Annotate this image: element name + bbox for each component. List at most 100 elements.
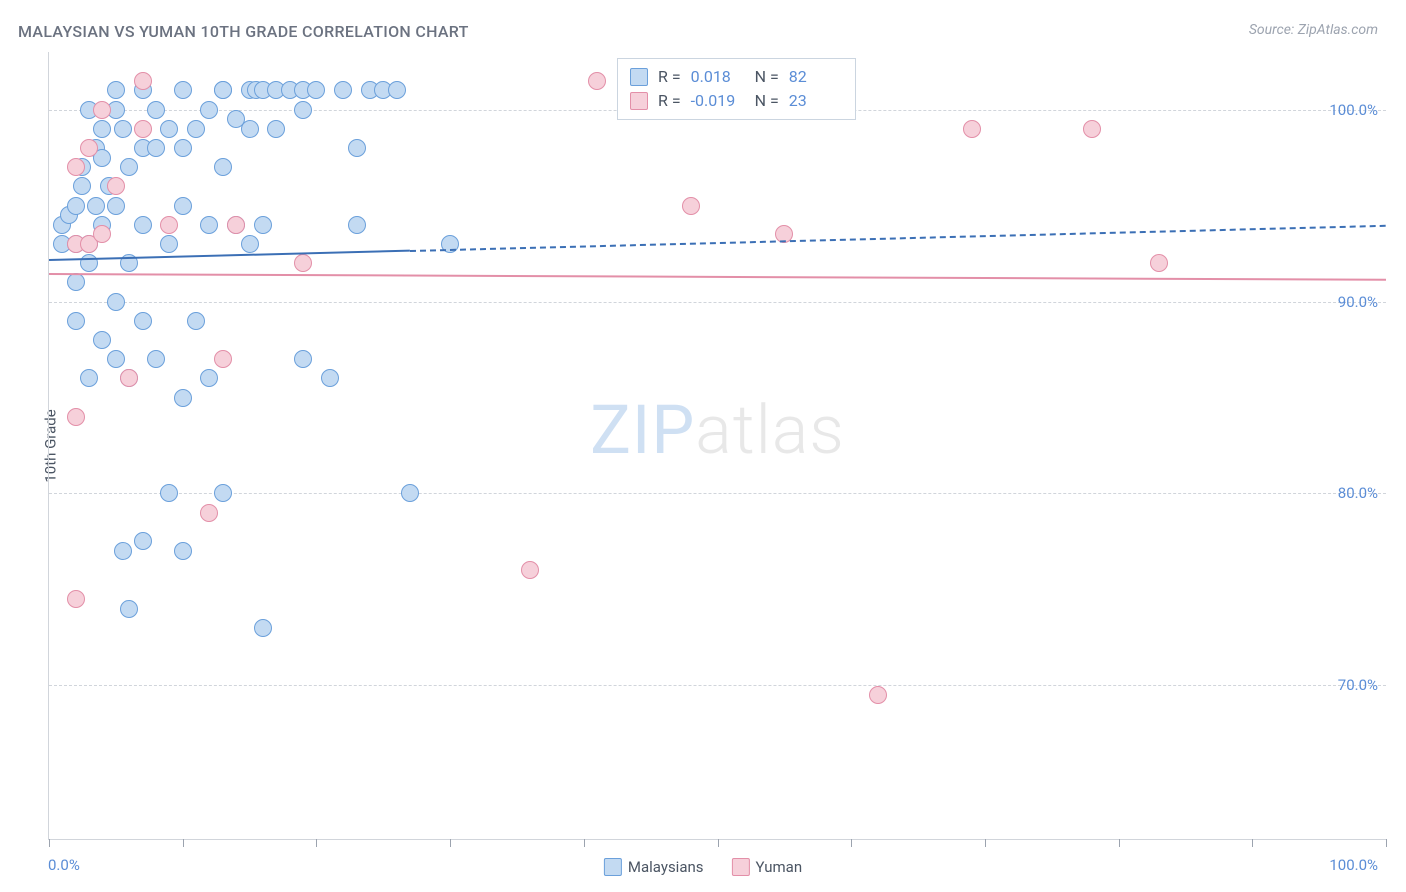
- data-point-malaysians: [174, 139, 192, 157]
- data-point-yuman: [67, 408, 85, 426]
- data-point-malaysians: [107, 81, 125, 99]
- data-point-malaysians: [241, 120, 259, 138]
- data-point-malaysians: [67, 197, 85, 215]
- data-point-malaysians: [114, 120, 132, 138]
- x-axis-label-max: 100.0%: [1329, 856, 1378, 874]
- x-tick: [450, 839, 451, 847]
- data-point-malaysians: [200, 101, 218, 119]
- data-point-yuman: [294, 254, 312, 272]
- trend-line: [49, 250, 410, 261]
- x-tick: [718, 839, 719, 847]
- legend-label: Yuman: [756, 858, 803, 876]
- data-point-yuman: [120, 369, 138, 387]
- data-point-malaysians: [174, 197, 192, 215]
- data-point-malaysians: [214, 158, 232, 176]
- legend-item: Yuman: [732, 858, 803, 876]
- data-point-malaysians: [134, 312, 152, 330]
- data-point-yuman: [214, 350, 232, 368]
- data-point-yuman: [80, 139, 98, 157]
- data-point-malaysians: [160, 120, 178, 138]
- watermark-atlas: atlas: [695, 390, 845, 470]
- data-point-malaysians: [254, 216, 272, 234]
- legend-label: Malaysians: [628, 858, 704, 876]
- data-point-yuman: [588, 72, 606, 90]
- data-point-yuman: [107, 177, 125, 195]
- stat-r-label: R =: [658, 89, 681, 113]
- data-point-malaysians: [348, 139, 366, 157]
- data-point-malaysians: [294, 350, 312, 368]
- stat-r-label: R =: [658, 65, 681, 89]
- data-point-yuman: [682, 197, 700, 215]
- data-point-yuman: [521, 561, 539, 579]
- trend-line: [49, 273, 1386, 281]
- data-point-malaysians: [348, 216, 366, 234]
- stat-n-label: N =: [755, 65, 779, 89]
- data-point-malaysians: [321, 369, 339, 387]
- gridline-h: [49, 493, 1386, 494]
- data-point-malaysians: [134, 216, 152, 234]
- correlation-stat-box: R =0.018N =82R =-0.019N =23: [617, 58, 856, 120]
- data-point-yuman: [869, 686, 887, 704]
- data-point-malaysians: [147, 139, 165, 157]
- y-tick-label: 80.0%: [1338, 484, 1378, 502]
- data-point-malaysians: [160, 484, 178, 502]
- source-attribution: Source: ZipAtlas.com: [1249, 22, 1378, 38]
- data-point-yuman: [67, 590, 85, 608]
- data-point-malaysians: [174, 542, 192, 560]
- data-point-malaysians: [187, 120, 205, 138]
- data-point-malaysians: [174, 81, 192, 99]
- data-point-yuman: [200, 504, 218, 522]
- stat-r-value: 0.018: [691, 65, 745, 89]
- stat-swatch: [630, 68, 648, 86]
- data-point-malaysians: [147, 350, 165, 368]
- data-point-yuman: [93, 101, 111, 119]
- data-point-malaysians: [93, 331, 111, 349]
- data-point-malaysians: [307, 81, 325, 99]
- data-point-malaysians: [160, 235, 178, 253]
- x-tick: [1119, 839, 1120, 847]
- legend-swatch: [732, 858, 750, 876]
- plot-area: ZIPatlas 70.0%80.0%90.0%100.0%R =0.018N …: [48, 52, 1386, 840]
- data-point-malaysians: [254, 619, 272, 637]
- data-point-malaysians: [93, 120, 111, 138]
- data-point-malaysians: [214, 484, 232, 502]
- stat-n-value: 23: [789, 89, 843, 113]
- data-point-malaysians: [120, 158, 138, 176]
- data-point-yuman: [134, 72, 152, 90]
- data-point-yuman: [93, 225, 111, 243]
- trend-line: [410, 225, 1386, 252]
- x-tick: [316, 839, 317, 847]
- data-point-malaysians: [147, 101, 165, 119]
- gridline-h: [49, 302, 1386, 303]
- data-point-malaysians: [334, 81, 352, 99]
- chart-title: MALAYSIAN VS YUMAN 10TH GRADE CORRELATIO…: [18, 22, 469, 41]
- data-point-malaysians: [120, 600, 138, 618]
- x-axis-label-min: 0.0%: [48, 856, 80, 874]
- bottom-legend: Malaysians Yuman: [604, 858, 802, 876]
- data-point-yuman: [1083, 120, 1101, 138]
- stat-row: R =-0.019N =23: [630, 89, 843, 113]
- data-point-malaysians: [114, 542, 132, 560]
- data-point-malaysians: [214, 81, 232, 99]
- x-tick: [183, 839, 184, 847]
- data-point-malaysians: [267, 120, 285, 138]
- stat-row: R = 0.018 N = 82: [630, 65, 843, 89]
- data-point-yuman: [963, 120, 981, 138]
- data-point-malaysians: [67, 273, 85, 291]
- data-point-yuman: [134, 120, 152, 138]
- plot-canvas: ZIPatlas 70.0%80.0%90.0%100.0%R =0.018N …: [49, 52, 1386, 839]
- data-point-malaysians: [200, 369, 218, 387]
- data-point-malaysians: [174, 389, 192, 407]
- data-point-yuman: [1150, 254, 1168, 272]
- x-tick: [49, 839, 50, 847]
- data-point-malaysians: [294, 101, 312, 119]
- stat-swatch: [630, 92, 648, 110]
- x-tick: [985, 839, 986, 847]
- data-point-malaysians: [87, 197, 105, 215]
- legend-swatch: [604, 858, 622, 876]
- stat-n-label: N =: [755, 89, 779, 113]
- stat-n-value: 82: [789, 65, 843, 89]
- data-point-malaysians: [401, 484, 419, 502]
- watermark-zip: ZIP: [590, 390, 695, 470]
- data-point-yuman: [227, 216, 245, 234]
